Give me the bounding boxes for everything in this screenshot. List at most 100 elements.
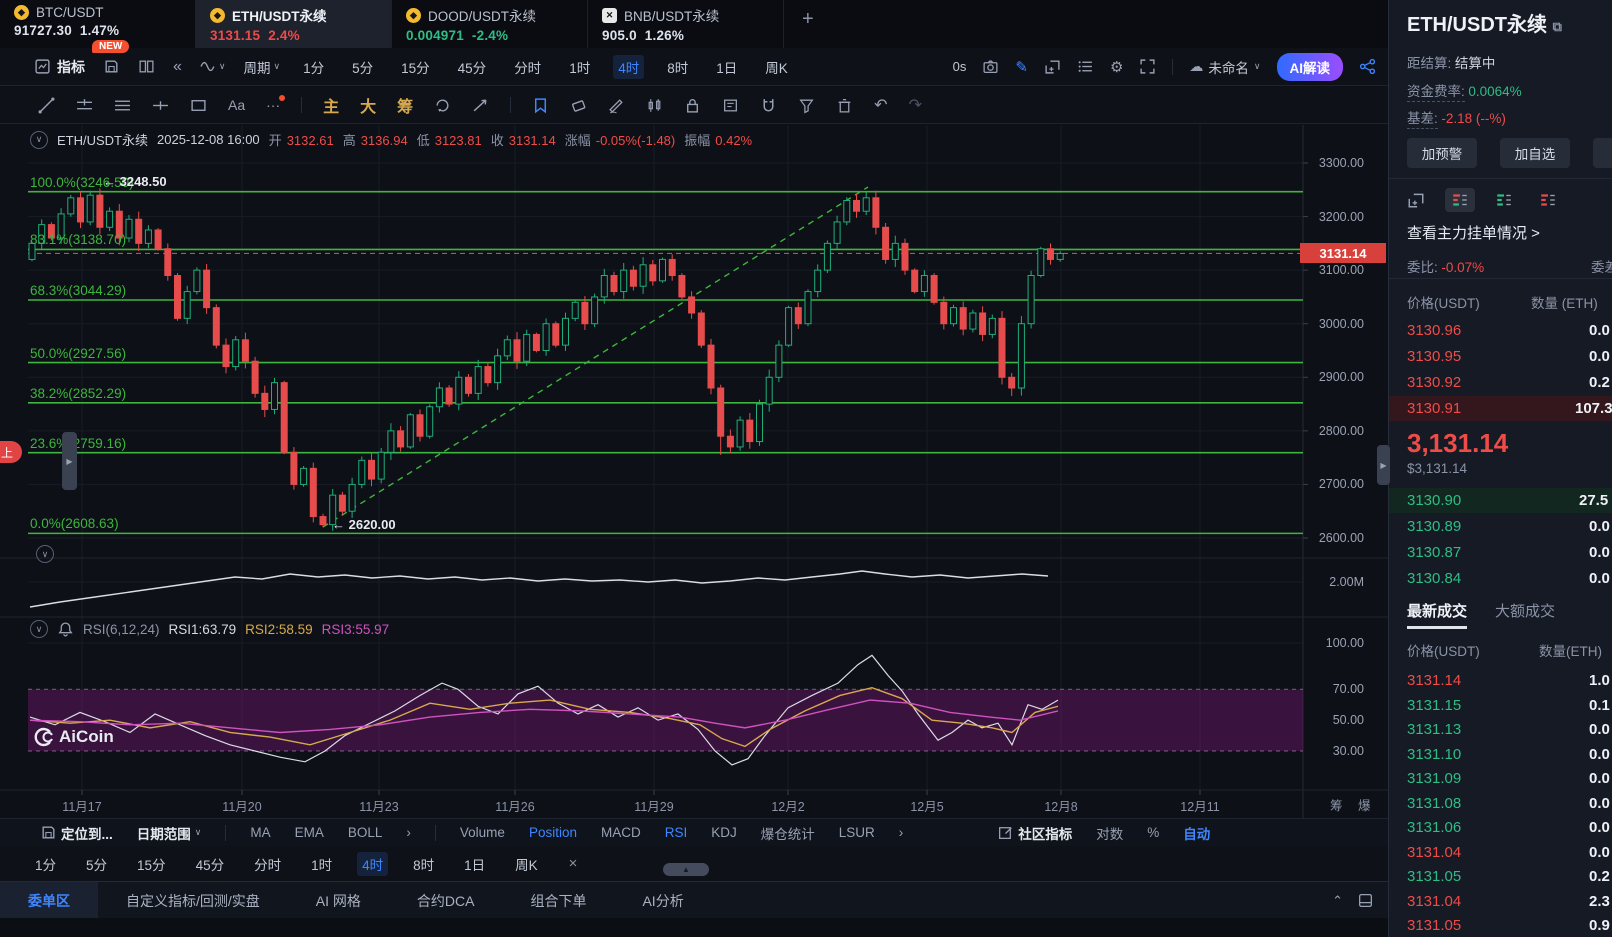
trades-tab-1[interactable]: 最新成交 bbox=[1407, 603, 1468, 620]
mini-indicator-button[interactable]: 爆 bbox=[1358, 799, 1371, 813]
bottom-tab-AI 网格[interactable]: AI 网格 bbox=[315, 892, 361, 909]
bottom-tab-AI分析[interactable]: AI分析 bbox=[642, 892, 684, 909]
bookmark-icon[interactable] bbox=[532, 97, 549, 114]
draw-pencil-icon[interactable]: ✎ bbox=[1015, 58, 1028, 76]
settings-gear-icon[interactable]: ⚙ bbox=[1109, 58, 1124, 76]
edit-icon[interactable] bbox=[997, 824, 1014, 841]
bottom-tab-合约DCA[interactable]: 合约DCA bbox=[416, 892, 475, 909]
collapse-up-icon[interactable]: ⌃ bbox=[1332, 892, 1343, 908]
view-book-asks-icon[interactable] bbox=[1533, 188, 1563, 212]
symbol-tab-4[interactable]: ✕ BNB/USDT永续 905.0 1.26% bbox=[588, 0, 784, 48]
bottom-tool-日期范围[interactable]: 日期范围 ∨ bbox=[137, 823, 202, 843]
timeframe-8时[interactable]: 8时 bbox=[667, 60, 689, 76]
replay-seconds-button[interactable]: 0s bbox=[952, 59, 967, 74]
bottom-tool-社区指标[interactable]: 社区指标 bbox=[997, 823, 1072, 843]
timeframe2-15分[interactable]: 15分 bbox=[137, 857, 166, 873]
add-frame-icon[interactable] bbox=[1044, 58, 1061, 75]
bid-price[interactable]: 3130.84 bbox=[1407, 570, 1462, 587]
alert-bell-icon[interactable] bbox=[57, 621, 74, 638]
symbol-tab-3[interactable]: ◆ DOOD/USDT永续 0.004971 -2.4% bbox=[392, 0, 588, 48]
undo-icon[interactable]: ↶ bbox=[874, 97, 888, 114]
object-tree-icon[interactable] bbox=[1077, 58, 1094, 75]
timeframe-1日[interactable]: 1日 bbox=[716, 60, 738, 76]
timeframe2-5分[interactable]: 5分 bbox=[86, 857, 108, 873]
sidebar-button-2[interactable]: 加自选 bbox=[1500, 138, 1570, 168]
trend-arrow-icon[interactable] bbox=[472, 97, 489, 114]
lock-icon[interactable] bbox=[684, 97, 701, 114]
parallel-lines-tool-icon[interactable] bbox=[114, 97, 131, 114]
sidebar-button-1[interactable]: 加预警 bbox=[1407, 138, 1477, 168]
bottom-tool-EMA[interactable]: EMA bbox=[295, 825, 324, 840]
timeframe2-45分[interactable]: 45分 bbox=[195, 857, 225, 873]
ask-price[interactable]: 3130.95 bbox=[1407, 348, 1462, 365]
period-dropdown[interactable]: 周期 ∨ bbox=[244, 57, 281, 77]
main-chart-icon[interactable]: 主 bbox=[323, 99, 340, 116]
bottom-tool-MACD[interactable]: MACD bbox=[601, 825, 641, 840]
bottom-tool-对数[interactable]: 对数 bbox=[1096, 823, 1123, 843]
trades-tab-2[interactable]: 大额成交 bbox=[1495, 603, 1556, 620]
timeframe-1时[interactable]: 1时 bbox=[569, 60, 591, 76]
horizontal-line-tool-icon[interactable] bbox=[76, 97, 93, 114]
symbol-tab-1[interactable]: ◆ BTC/USDT 91727.30 1.47% bbox=[0, 0, 196, 48]
chip-distribution-icon[interactable]: 筹 bbox=[397, 99, 414, 116]
bottom-tool-LSUR[interactable]: LSUR bbox=[839, 825, 875, 840]
filter-icon[interactable] bbox=[798, 97, 815, 114]
history-back-icon[interactable]: « bbox=[173, 57, 182, 75]
note-edit-icon[interactable] bbox=[722, 97, 739, 114]
panel-layout-icon[interactable] bbox=[1357, 892, 1374, 909]
bottom-tool-爆仓统计[interactable]: 爆仓统计 bbox=[761, 823, 815, 843]
bottom-tool-›[interactable]: › bbox=[899, 825, 904, 840]
mini-indicator-button[interactable]: 筹 bbox=[1330, 799, 1343, 813]
chart-style-dropdown[interactable]: ∨ bbox=[200, 58, 226, 75]
timeframe2-8时[interactable]: 8时 bbox=[413, 857, 435, 873]
cross-line-tool-icon[interactable] bbox=[152, 97, 169, 114]
view-main-orders-link[interactable]: 查看主力挂单情况 > bbox=[1407, 225, 1540, 242]
bid-price[interactable]: 3130.89 bbox=[1407, 518, 1462, 535]
eraser-icon[interactable] bbox=[570, 97, 587, 114]
bottom-tool-定位到...[interactable]: 定位到... bbox=[40, 823, 113, 843]
bottom-tool-BOLL[interactable]: BOLL bbox=[348, 825, 383, 840]
rsi-collapse-icon[interactable]: ∨ bbox=[30, 620, 48, 638]
trash-icon[interactable] bbox=[836, 97, 853, 114]
symbol-tab-2[interactable]: ◆ ETH/USDT永续 3131.15 2.4% bbox=[196, 0, 392, 48]
indicator-button[interactable]: 指标 bbox=[34, 57, 85, 77]
panel-collapse-handle[interactable]: ▲ bbox=[663, 863, 709, 876]
left-tag-badge[interactable]: 上 bbox=[0, 441, 22, 463]
pattern-compare-icon[interactable] bbox=[646, 97, 663, 114]
bottom-tool-RSI[interactable]: RSI bbox=[665, 825, 688, 840]
ask-price[interactable]: 3130.91 bbox=[1407, 400, 1462, 417]
trendline-tool-icon[interactable] bbox=[38, 97, 55, 114]
copy-icon[interactable]: ⧉ bbox=[1552, 19, 1562, 34]
text-tool-icon[interactable]: Aa bbox=[228, 97, 246, 113]
sidebar-button-3[interactable]: 锁定 bbox=[1593, 138, 1612, 168]
add-symbol-tab-button[interactable]: + bbox=[802, 8, 814, 30]
wave-style-icon[interactable] bbox=[200, 58, 217, 75]
bid-price[interactable]: 3130.90 bbox=[1407, 492, 1462, 509]
view-book-bids-icon[interactable] bbox=[1489, 188, 1519, 212]
bottom-tool-›[interactable]: › bbox=[406, 825, 411, 840]
bottom-tool-MA[interactable]: MA bbox=[250, 825, 270, 840]
timeframe2-4时[interactable]: 4时 bbox=[357, 851, 389, 876]
screenshot-camera-icon[interactable] bbox=[982, 58, 999, 75]
timeframe-15分[interactable]: 15分 bbox=[401, 60, 430, 76]
view-frame-add-icon[interactable] bbox=[1401, 188, 1431, 212]
bottom-tool-KDJ[interactable]: KDJ bbox=[711, 825, 737, 840]
timeframe-周K[interactable]: 周K bbox=[765, 60, 788, 76]
rectangle-tool-icon[interactable] bbox=[190, 97, 207, 114]
volume-collapse-icon[interactable]: ∨ bbox=[36, 545, 54, 563]
locate-icon[interactable] bbox=[40, 824, 57, 841]
fullscreen-icon[interactable] bbox=[1139, 58, 1156, 75]
refresh-cycle-icon[interactable] bbox=[434, 97, 451, 114]
more-tools-icon[interactable]: ··· bbox=[266, 95, 286, 113]
timeframe-1分[interactable]: 1分 bbox=[303, 60, 325, 76]
cloud-layout-dropdown[interactable]: ☁ 未命名 ∨ bbox=[1189, 57, 1260, 77]
bottom-tool-自动[interactable]: 自动 bbox=[1183, 823, 1210, 843]
collapse-chevron-icon[interactable]: ∨ bbox=[30, 130, 48, 149]
bid-price[interactable]: 3130.87 bbox=[1407, 544, 1462, 561]
left-drawer-handle[interactable]: ▶ bbox=[62, 432, 77, 490]
ask-price[interactable]: 3130.92 bbox=[1407, 374, 1462, 391]
timeframe2-1分[interactable]: 1分 bbox=[35, 857, 57, 873]
bottom-tool-Position[interactable]: Position bbox=[529, 825, 577, 840]
large-chart-icon[interactable]: 大 bbox=[360, 99, 377, 116]
bottom-tab-组合下单[interactable]: 组合下单 bbox=[530, 892, 587, 909]
